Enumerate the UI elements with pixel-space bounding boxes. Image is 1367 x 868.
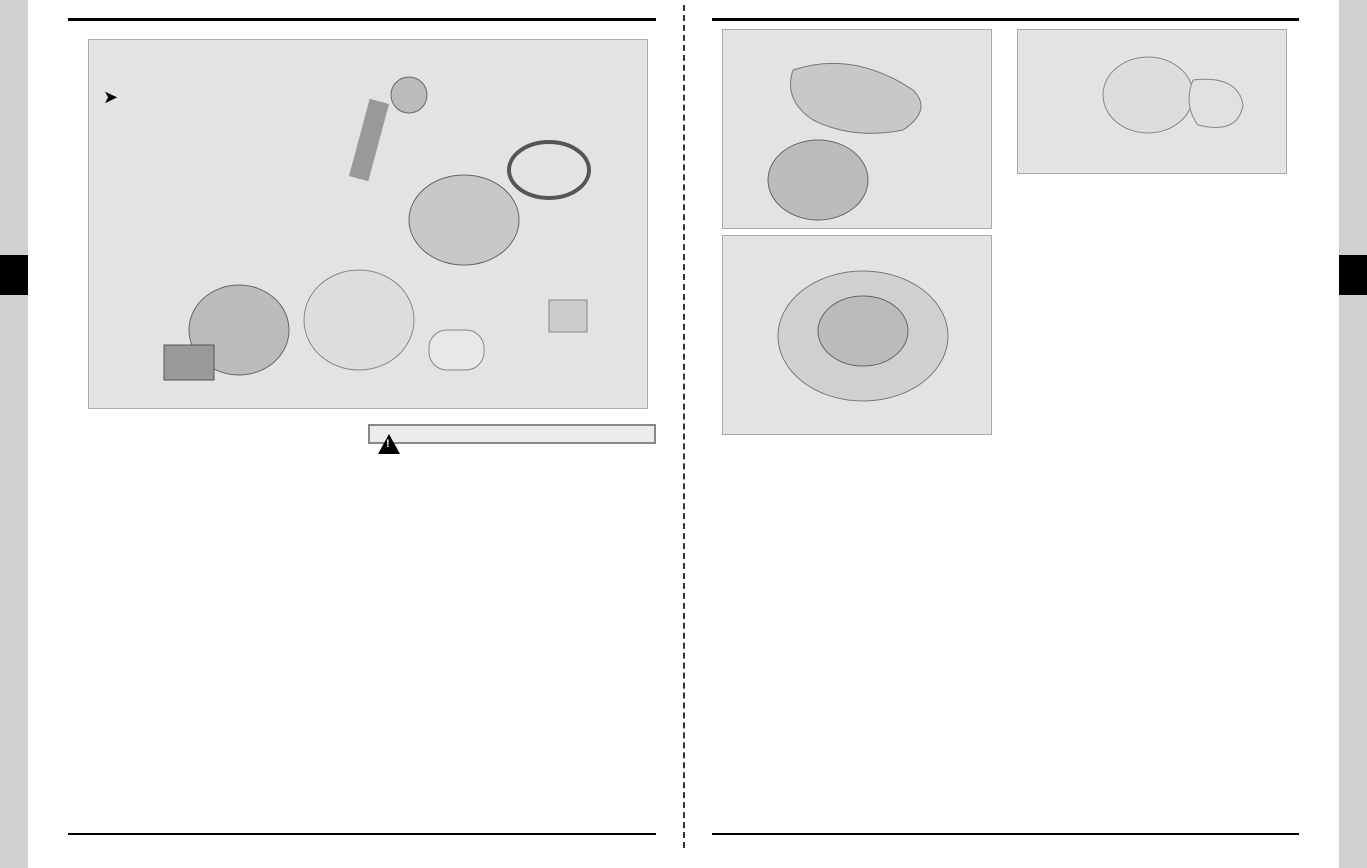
sidebar-tab-left [0,255,28,295]
diagram-svg [89,40,649,410]
diagram-3 [1017,29,1287,174]
pages-container: ➤ [28,0,1339,868]
main-diagram [88,39,648,409]
two-col [68,414,656,444]
right-col-a [712,29,1002,833]
page-header [712,15,1300,21]
d2-svg [723,236,993,436]
page-divider [683,5,685,848]
parts-list-col [68,414,348,444]
page-footer [712,833,1300,838]
page-footer [68,833,656,838]
right-two-col [712,29,1300,833]
cursor-icon: ➤ [103,87,118,108]
right-col-b [1017,29,1300,833]
d3-svg [1018,30,1288,175]
page-left: ➤ [43,5,681,848]
d1-svg [723,30,993,230]
diagram-1 [722,29,992,229]
page-wrapper: ➤ [0,0,1367,868]
sidebar-right [1339,0,1367,868]
page-right [687,5,1325,848]
warning-icon [378,434,400,454]
page-header [68,15,656,21]
diagram-2 [722,235,992,435]
caution-box [368,424,656,444]
sidebar-left [0,0,28,868]
disassembly-col [368,414,656,444]
sidebar-tab-right [1339,255,1367,295]
